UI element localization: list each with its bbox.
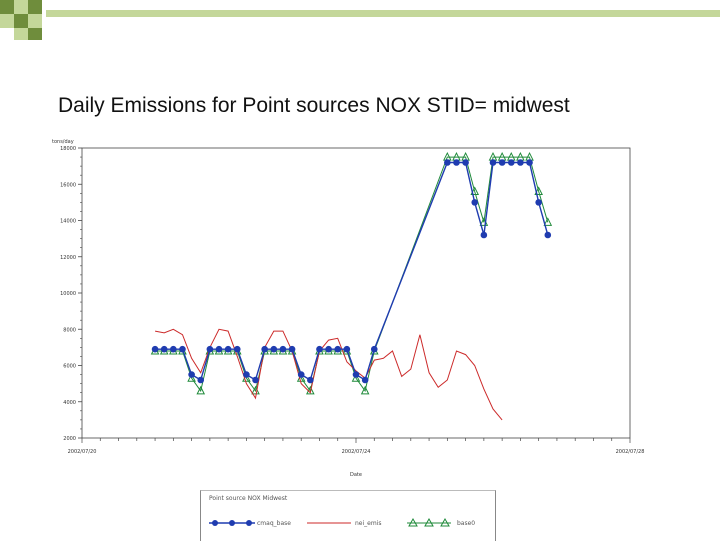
deco-square-dark-1 xyxy=(0,0,14,14)
y-tick-label: 16000 xyxy=(60,182,76,188)
point-cmaq-base xyxy=(279,345,287,353)
point-cmaq-base xyxy=(316,345,323,353)
point-cmaq-base xyxy=(507,159,515,166)
point-cmaq-base xyxy=(517,159,524,166)
point-cmaq-base xyxy=(325,345,332,353)
point-cmaq-base xyxy=(535,199,542,206)
y-tick-label: 8000 xyxy=(63,327,76,333)
y-tick-label: 2000 xyxy=(63,436,76,442)
point-base0 xyxy=(470,186,480,195)
point-cmaq-base xyxy=(462,159,469,166)
series-line-cmaq-base xyxy=(155,161,549,382)
point-cmaq-base xyxy=(370,345,378,353)
point-cmaq-base xyxy=(361,376,369,384)
point-cmaq-base xyxy=(544,231,552,239)
legend-swatch-cmaq-base xyxy=(209,520,255,526)
point-cmaq-base xyxy=(343,345,351,353)
y-axis-label: tons/day xyxy=(52,139,74,145)
deco-square-light-2 xyxy=(0,14,14,28)
point-base0 xyxy=(516,151,525,161)
slide-header-decoration xyxy=(0,0,720,40)
point-cmaq-base xyxy=(252,376,259,384)
y-tick-label: 18000 xyxy=(60,146,76,152)
deco-square-dark-4 xyxy=(28,28,42,40)
y-tick-label: 4000 xyxy=(63,400,76,406)
legend: Point source NOX Midwest cmaq_base nei_e… xyxy=(200,490,496,541)
x-axis-label: Date xyxy=(350,472,362,478)
deco-square-light-3 xyxy=(28,14,42,28)
point-cmaq-base xyxy=(498,159,506,166)
point-cmaq-base xyxy=(352,371,360,378)
point-cmaq-base xyxy=(188,371,195,378)
point-cmaq-base xyxy=(526,159,533,166)
y-tick-label: 12000 xyxy=(60,255,76,261)
y-tick-label: 10000 xyxy=(60,291,76,297)
series-line-nei-emis xyxy=(155,328,503,421)
point-cmaq-base xyxy=(215,345,223,353)
deco-square-light-1 xyxy=(14,0,28,14)
point-base0 xyxy=(196,385,206,395)
legend-label-nei-emis: nei_emis xyxy=(355,520,382,527)
point-cmaq-base xyxy=(197,376,205,384)
point-cmaq-base xyxy=(444,159,451,166)
point-base0 xyxy=(543,217,553,226)
deco-square-dark-3 xyxy=(14,14,28,28)
point-cmaq-base xyxy=(489,159,497,166)
deco-square-light-4 xyxy=(14,28,28,40)
legend-label-base0: base0 xyxy=(457,520,476,527)
point-cmaq-base xyxy=(233,345,241,353)
legend-label-cmaq-base: cmaq_base xyxy=(257,520,291,527)
point-cmaq-base xyxy=(334,345,342,353)
legend-swatch-nei-emis xyxy=(307,522,351,524)
point-base0 xyxy=(443,151,452,161)
point-cmaq-base xyxy=(453,159,460,166)
y-tick-label: 6000 xyxy=(63,364,76,370)
point-cmaq-base xyxy=(471,199,479,206)
x-tick-label: 2002/07/28 xyxy=(616,449,645,455)
point-base0 xyxy=(534,186,543,195)
legend-title: Point source NOX Midwest xyxy=(209,495,288,502)
deco-square-dark-2 xyxy=(28,0,42,14)
point-base0 xyxy=(360,385,370,395)
point-cmaq-base xyxy=(179,345,186,353)
point-base0 xyxy=(452,151,461,161)
point-cmaq-base xyxy=(297,371,305,378)
point-base0 xyxy=(506,151,516,161)
point-cmaq-base xyxy=(307,376,314,384)
point-cmaq-base xyxy=(243,371,250,378)
point-base0 xyxy=(351,373,361,382)
plot-frame xyxy=(81,147,631,439)
slide-title: Daily Emissions for Point sources NOX ST… xyxy=(58,94,570,117)
point-cmaq-base xyxy=(206,345,214,353)
point-cmaq-base xyxy=(160,345,168,353)
point-cmaq-base xyxy=(261,345,268,353)
point-cmaq-base xyxy=(224,345,232,353)
y-tick-label: 14000 xyxy=(60,219,76,225)
header-bar xyxy=(46,10,720,17)
point-cmaq-base xyxy=(288,345,296,353)
point-base0 xyxy=(187,373,196,382)
point-cmaq-base xyxy=(480,231,488,239)
point-cmaq-base xyxy=(170,345,177,353)
x-tick-label: 2002/07/20 xyxy=(68,449,97,455)
point-cmaq-base xyxy=(270,345,278,353)
point-base0 xyxy=(497,151,507,161)
legend-swatch-base0 xyxy=(407,517,451,527)
point-cmaq-base xyxy=(151,345,159,353)
x-tick-label: 2002/07/24 xyxy=(342,449,371,455)
